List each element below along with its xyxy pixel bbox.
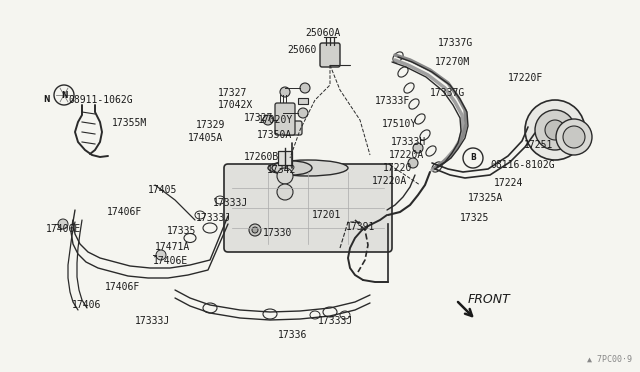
- Text: 17336: 17336: [278, 330, 307, 340]
- Circle shape: [252, 227, 258, 233]
- Text: 17355M: 17355M: [112, 118, 147, 128]
- Text: 17220F: 17220F: [508, 73, 543, 83]
- Text: N: N: [61, 90, 67, 99]
- Text: N: N: [44, 94, 50, 103]
- Text: 17471A: 17471A: [155, 242, 190, 252]
- Text: 25060A: 25060A: [305, 28, 340, 38]
- Circle shape: [300, 83, 310, 93]
- Text: 17220A: 17220A: [372, 176, 407, 186]
- Text: 25060: 25060: [287, 45, 316, 55]
- Text: 17220: 17220: [383, 163, 412, 173]
- Text: ▲ 7PC00·9: ▲ 7PC00·9: [587, 355, 632, 364]
- Text: 17251: 17251: [524, 140, 554, 150]
- Text: 17270M: 17270M: [435, 57, 470, 67]
- Text: 17406E: 17406E: [153, 256, 188, 266]
- Circle shape: [249, 224, 261, 236]
- FancyBboxPatch shape: [275, 103, 295, 135]
- FancyBboxPatch shape: [224, 164, 392, 252]
- Ellipse shape: [268, 160, 348, 176]
- Circle shape: [535, 110, 575, 150]
- Text: 17337G: 17337G: [438, 38, 473, 48]
- Circle shape: [58, 219, 68, 229]
- Ellipse shape: [272, 161, 312, 175]
- Circle shape: [156, 250, 166, 260]
- Circle shape: [298, 108, 308, 118]
- Text: 08116-8102G: 08116-8102G: [490, 160, 555, 170]
- Circle shape: [408, 158, 418, 168]
- Text: 17405: 17405: [148, 185, 177, 195]
- Text: 17260B: 17260B: [244, 152, 279, 162]
- Text: 17406F: 17406F: [105, 282, 140, 292]
- Text: 17335: 17335: [167, 226, 196, 236]
- FancyBboxPatch shape: [320, 43, 340, 67]
- Circle shape: [263, 115, 273, 125]
- Text: 17333J: 17333J: [318, 316, 353, 326]
- Circle shape: [280, 87, 290, 97]
- Text: 17406E: 17406E: [46, 224, 81, 234]
- Text: 17330: 17330: [263, 228, 292, 238]
- Text: 17042X: 17042X: [218, 100, 253, 110]
- Text: 17333J: 17333J: [196, 213, 231, 223]
- Text: 17350A: 17350A: [257, 130, 292, 140]
- Text: 17333J: 17333J: [213, 198, 248, 208]
- Text: 17333F: 17333F: [375, 96, 410, 106]
- Circle shape: [556, 119, 592, 155]
- Text: 17333H: 17333H: [391, 137, 426, 147]
- Text: 17333J: 17333J: [135, 316, 170, 326]
- FancyBboxPatch shape: [298, 98, 308, 104]
- Text: 17325: 17325: [460, 213, 490, 223]
- Text: 17510Y: 17510Y: [382, 119, 417, 129]
- Text: 17327: 17327: [218, 88, 248, 98]
- Text: B: B: [470, 154, 476, 163]
- FancyBboxPatch shape: [282, 121, 302, 135]
- Circle shape: [413, 143, 423, 153]
- Text: 17220A: 17220A: [389, 150, 424, 160]
- Text: 17329: 17329: [196, 120, 225, 130]
- Text: 17201: 17201: [312, 210, 341, 220]
- Text: 17337G: 17337G: [430, 88, 465, 98]
- Text: 17342: 17342: [267, 165, 296, 175]
- Circle shape: [525, 100, 585, 160]
- Text: 17391: 17391: [346, 222, 376, 232]
- Text: 08911-1062G: 08911-1062G: [68, 95, 132, 105]
- Circle shape: [277, 184, 293, 200]
- Text: 17325A: 17325A: [468, 193, 503, 203]
- Circle shape: [277, 168, 293, 184]
- Text: 17405A: 17405A: [188, 133, 223, 143]
- Circle shape: [563, 126, 585, 148]
- Text: FRONT: FRONT: [468, 293, 511, 306]
- Text: 17406: 17406: [72, 300, 101, 310]
- Circle shape: [545, 120, 565, 140]
- Text: 17020Y: 17020Y: [258, 115, 293, 125]
- Text: 17224: 17224: [494, 178, 524, 188]
- Text: 17406F: 17406F: [107, 207, 142, 217]
- Text: 17327: 17327: [244, 113, 273, 123]
